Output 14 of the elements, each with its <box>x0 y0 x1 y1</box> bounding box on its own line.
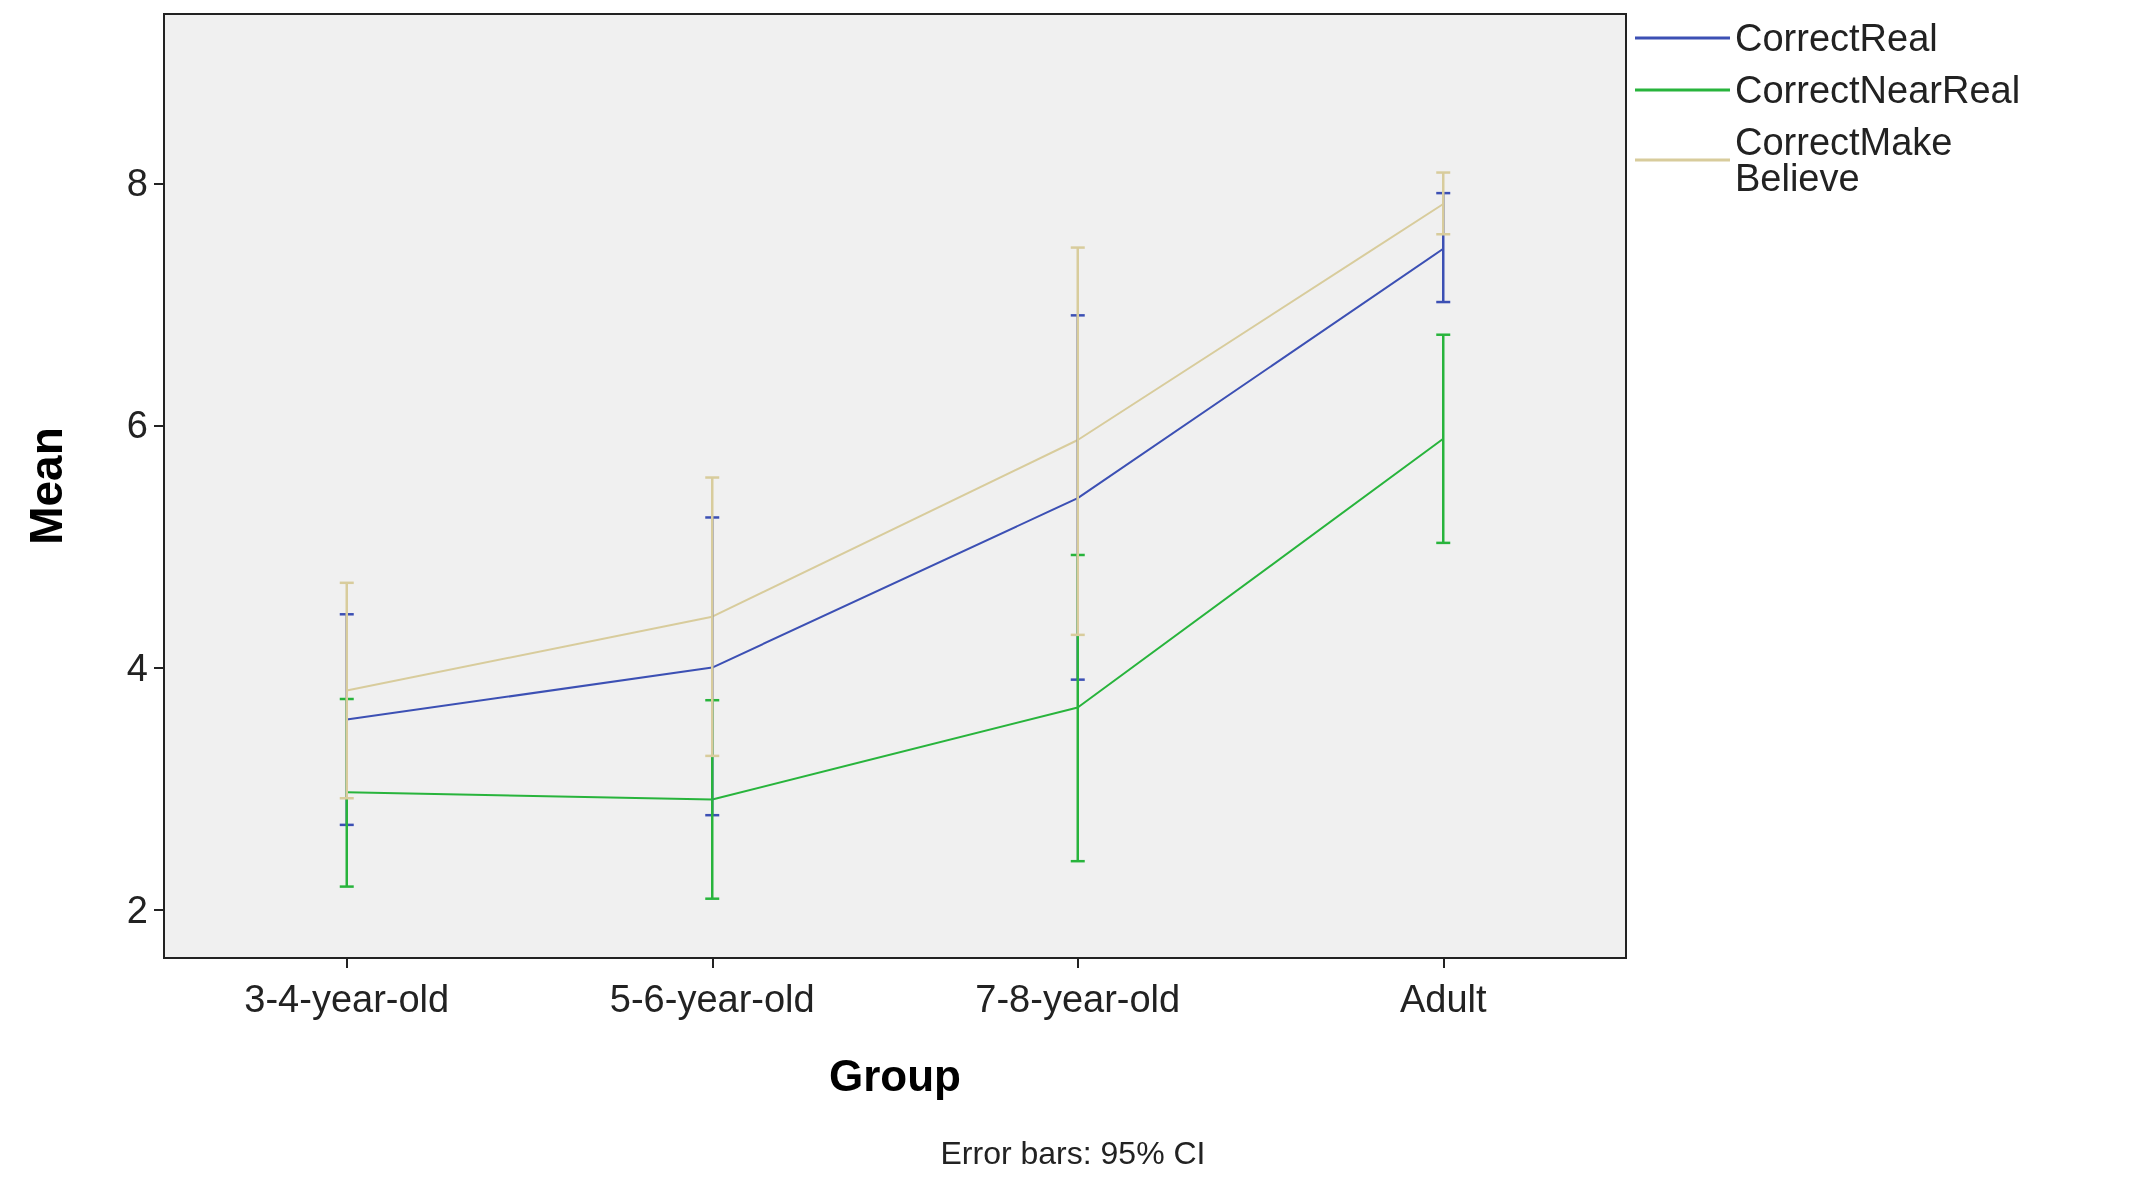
x-axis-title: Group <box>829 1050 961 1100</box>
x-tick-label: 3-4-year-old <box>244 978 450 1020</box>
text: Error bars: 95% CI <box>940 1135 1206 1171</box>
x-tick-label: 5-6-year-old <box>609 978 815 1020</box>
legend-label: CorrectReal <box>1735 17 1938 59</box>
y-axis-title: Mean <box>20 427 72 545</box>
y-tick-label: 6 <box>126 404 148 447</box>
x-tick-label: Adult <box>1399 978 1487 1020</box>
legend-label: CorrectMake Believe <box>1735 121 1964 199</box>
x-tick-label: 7-8-year-old <box>975 978 1181 1020</box>
legend-label: CorrectNearReal <box>1735 69 2021 111</box>
y-tick-label: 2 <box>126 888 148 931</box>
y-tick-label: 8 <box>126 162 148 205</box>
y-tick-label: 4 <box>126 646 148 689</box>
